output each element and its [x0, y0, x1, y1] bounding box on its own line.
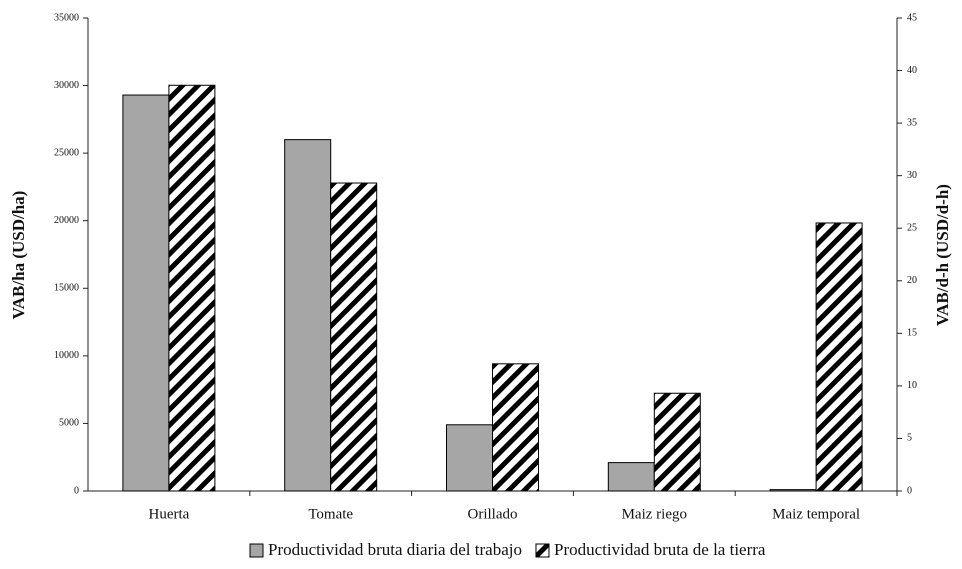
x-tick-label: Maiz riego	[622, 506, 687, 522]
legend-swatch	[249, 543, 264, 558]
y-tick-label: 30000	[54, 80, 79, 91]
y2-tick-label: 15	[907, 328, 917, 339]
bar	[607, 462, 655, 492]
bar	[284, 139, 332, 492]
bar	[492, 363, 539, 492]
y-tick-label: 15000	[54, 283, 79, 294]
y2-tick-label: 10	[907, 380, 917, 391]
legend-swatch	[535, 543, 550, 558]
legend-label: Productividad bruta diaria del trabajo	[268, 540, 522, 559]
y-tick-label: 35000	[54, 12, 79, 23]
y2-tick-label: 0	[907, 485, 912, 496]
y2-tick-label: 35	[907, 117, 917, 128]
y-tick-label: 20000	[54, 215, 79, 226]
x-tick-label: Orillado	[468, 506, 518, 522]
y-tick-label: 10000	[54, 350, 79, 361]
bar	[168, 84, 216, 492]
x-tick-label: Tomate	[308, 506, 353, 522]
bar	[769, 489, 817, 492]
y2-tick-label: 25	[907, 223, 917, 234]
y2-tick-label: 20	[907, 275, 917, 286]
bar	[446, 424, 493, 492]
bar	[815, 222, 863, 492]
y2-tick-label: 5	[907, 433, 912, 444]
y-tick-label: 5000	[59, 418, 79, 429]
y2-axis-title: VAB/d-h (USD/d-h)	[933, 184, 952, 326]
y-tick-label: 25000	[54, 147, 79, 158]
y2-tick-label: 30	[907, 170, 917, 181]
legend-label: Productividad bruta de la tierra	[554, 540, 766, 559]
bar	[122, 94, 170, 492]
y-tick-label: 0	[74, 485, 79, 496]
y2-tick-label: 40	[907, 65, 917, 76]
bar	[653, 392, 701, 492]
y2-tick-label: 45	[907, 12, 917, 23]
x-tick-label: Huerta	[148, 506, 189, 522]
y-axis-title: VAB/ha (USD/ha)	[9, 191, 28, 320]
bar	[330, 182, 378, 492]
x-tick-label: Maiz temporal	[772, 506, 860, 522]
